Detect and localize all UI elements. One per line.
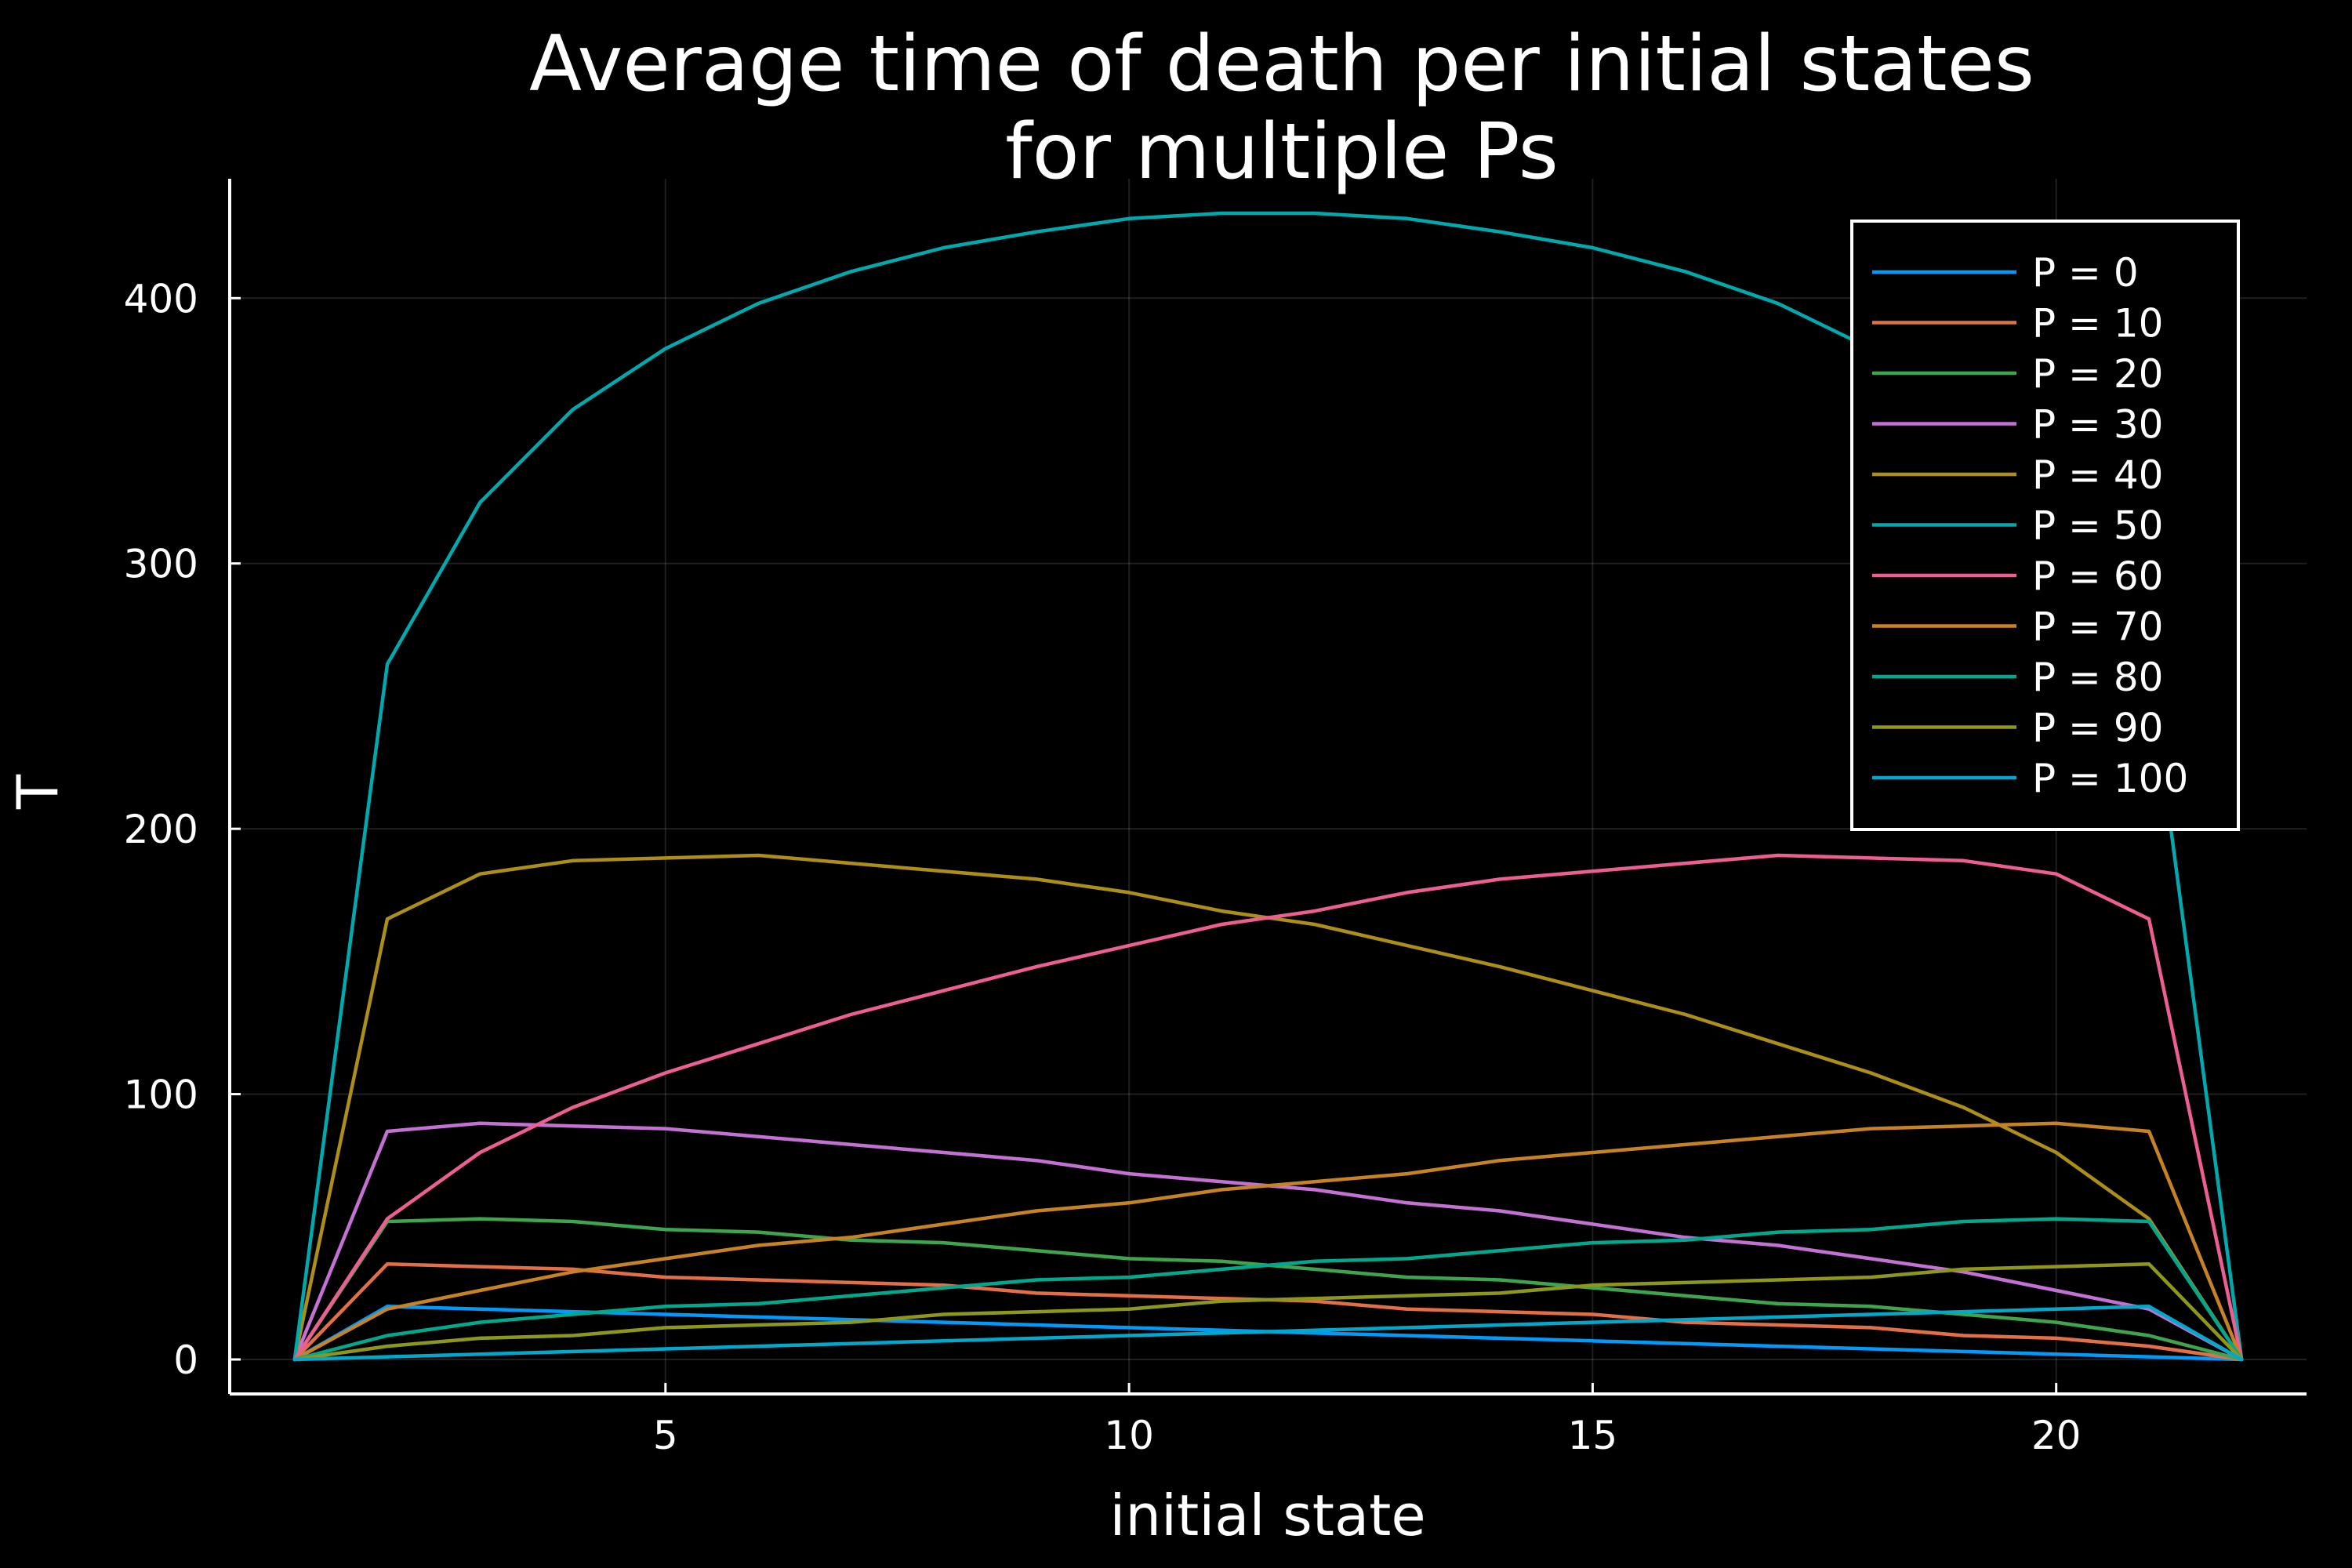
legend-label: P = 100 — [2032, 756, 2188, 801]
legend-label: P = 80 — [2032, 655, 2163, 700]
legend-label: P = 20 — [2032, 351, 2163, 397]
legend-label: P = 40 — [2032, 452, 2163, 498]
series-line-8 — [292, 1121, 2244, 1362]
x-tick-label: 10 — [1104, 1413, 1154, 1458]
chart-title-line-1: Average time of death per initial states — [529, 20, 2034, 109]
y-tick-label: 0 — [173, 1338, 198, 1383]
y-tick-label: 400 — [124, 276, 198, 321]
y-axis-label: T — [5, 774, 71, 810]
series-line-7 — [292, 853, 2244, 1362]
legend-label: P = 70 — [2032, 604, 2163, 650]
legend: P = 0 P = 10P = 20 P = 30P = 40 P = 50 P = 6… — [1850, 220, 2240, 831]
x-axis-label: initial state — [1109, 1483, 1425, 1548]
y-tick-label: 200 — [124, 807, 198, 852]
legend-label: P = 90 — [2032, 706, 2163, 751]
series-line-10 — [292, 1261, 2244, 1362]
legend-items: P = 0 P = 10P = 20 P = 30P = 40 P = 50 P = 6… — [1872, 250, 2188, 801]
series-line-9 — [292, 1217, 2244, 1362]
legend-label: P = 60 — [2032, 554, 2163, 599]
y-tick-label: 100 — [124, 1073, 198, 1118]
y-tick-label: 300 — [124, 542, 198, 587]
legend-label: P = 10 — [2032, 301, 2163, 347]
legend-label: P = 50 — [2032, 503, 2163, 549]
series-line-11 — [292, 1305, 2244, 1362]
chart-title-line-2: for multiple Ps — [1005, 107, 1559, 197]
legend-label: P = 0 — [2032, 250, 2139, 296]
x-tick-label: 5 — [653, 1413, 678, 1458]
legend-label: P = 30 — [2032, 402, 2163, 448]
x-tick-label: 15 — [1568, 1413, 1618, 1458]
series-lines — [292, 211, 2244, 1362]
plot-frame — [228, 179, 2307, 1396]
x-tick-label: 20 — [2031, 1413, 2082, 1458]
